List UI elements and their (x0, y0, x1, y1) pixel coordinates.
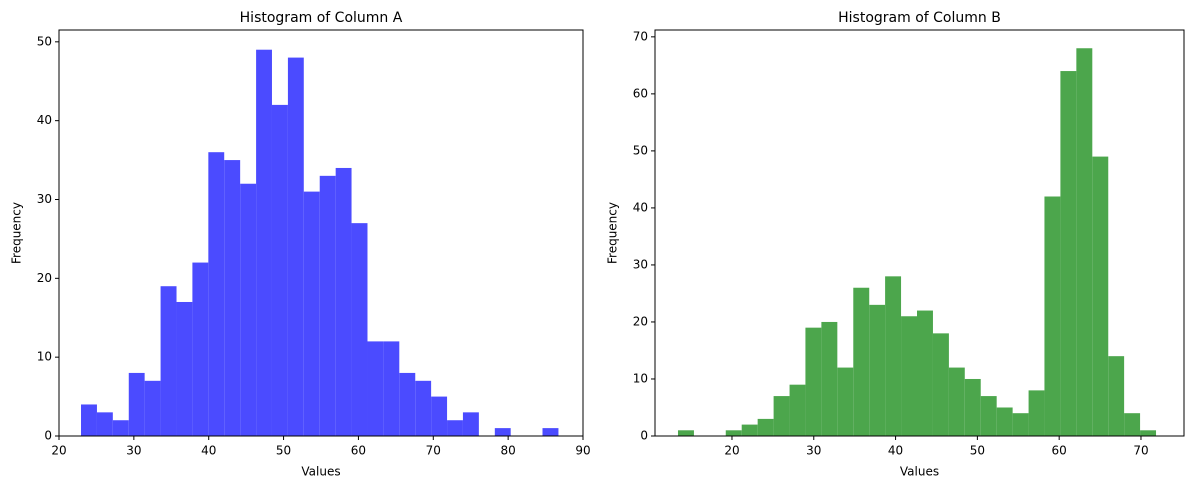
axes-frame (58, 29, 584, 437)
bar (447, 420, 463, 436)
bar (176, 301, 193, 436)
bar (351, 223, 368, 436)
bar (287, 57, 304, 437)
x-tick-label: 60 (1052, 444, 1067, 458)
bar (383, 341, 400, 436)
x-tick-label: 40 (201, 444, 216, 458)
bar (271, 104, 288, 437)
bar (741, 424, 758, 436)
bar (81, 404, 97, 436)
bar (757, 418, 774, 436)
bar (837, 367, 854, 436)
bar (1060, 71, 1077, 436)
bar (677, 430, 694, 436)
x-tick-label: 20 (724, 444, 739, 458)
x-axis-label: Values (900, 465, 939, 479)
bar (208, 152, 225, 437)
bar (1124, 413, 1141, 436)
y-axis-label: Frequency (606, 202, 620, 264)
bar (256, 49, 272, 436)
bar (980, 396, 997, 436)
bar (335, 167, 352, 436)
y-tick-label: 30 (633, 257, 648, 271)
y-tick-label: 10 (37, 350, 52, 364)
y-tick-label: 60 (633, 86, 648, 100)
bar (1140, 430, 1157, 436)
bar (948, 367, 965, 436)
chart-title: Histogram of Column B (838, 10, 1001, 26)
axes-frame (654, 29, 1185, 437)
y-tick-label: 20 (633, 314, 648, 328)
bar (494, 428, 511, 436)
bar (1076, 48, 1093, 436)
bar (367, 341, 384, 436)
bar (789, 384, 806, 436)
y-tick-label: 30 (37, 192, 52, 206)
y-tick-label: 0 (44, 429, 52, 443)
bar (542, 428, 559, 436)
y-tick-label: 40 (633, 200, 648, 214)
bar (462, 412, 479, 436)
chart-title: Histogram of Column A (240, 10, 403, 26)
bar (805, 327, 822, 436)
x-tick-label: 30 (806, 444, 821, 458)
bar (1092, 156, 1109, 436)
x-tick-label: 70 (1133, 444, 1148, 458)
y-tick-label: 40 (37, 113, 52, 127)
bar (303, 191, 320, 436)
bar (869, 304, 886, 436)
bar (725, 430, 742, 436)
x-tick-label: 70 (426, 444, 441, 458)
bar (1108, 356, 1125, 436)
bar (932, 333, 949, 436)
bar (415, 380, 432, 436)
x-tick-label: 50 (276, 444, 291, 458)
x-tick-label: 30 (126, 444, 141, 458)
bar (112, 420, 129, 436)
x-tick-label: 40 (888, 444, 903, 458)
bar (917, 310, 933, 436)
x-tick-label: 80 (501, 444, 516, 458)
bar (192, 262, 209, 436)
y-axis-label: Frequency (10, 202, 24, 264)
bar (1028, 390, 1045, 436)
bar (964, 378, 981, 436)
x-axis-label: Values (301, 465, 340, 479)
bar (853, 287, 870, 436)
bar (1012, 413, 1029, 436)
y-tick-label: 10 (633, 371, 648, 385)
bar (996, 407, 1013, 436)
x-tick-label: 50 (970, 444, 985, 458)
bar (160, 286, 177, 436)
x-tick-label: 20 (51, 444, 66, 458)
bar (431, 396, 448, 436)
bar (399, 372, 416, 436)
x-tick-label: 90 (575, 444, 590, 458)
bar (885, 276, 902, 436)
x-tick-label: 60 (351, 444, 366, 458)
bar (319, 175, 336, 436)
bar (773, 396, 790, 436)
bar (96, 412, 113, 436)
y-tick-label: 70 (633, 29, 648, 43)
y-tick-label: 0 (640, 429, 648, 443)
bar (821, 321, 838, 436)
bar (224, 160, 241, 436)
bar (144, 380, 161, 436)
y-tick-label: 20 (37, 271, 52, 285)
y-tick-label: 50 (633, 143, 648, 157)
bar (901, 316, 918, 436)
bar (240, 183, 257, 436)
bar (128, 372, 145, 436)
bar (1044, 196, 1061, 436)
y-tick-label: 50 (37, 34, 52, 48)
